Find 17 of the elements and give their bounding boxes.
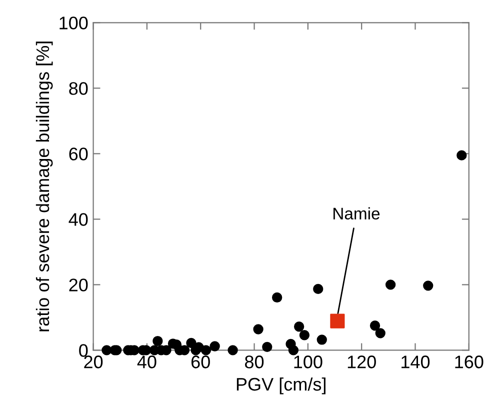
y-tick-label: 60 — [69, 148, 88, 160]
x-tick-label: 100 — [294, 356, 322, 368]
annotation: Namie — [334, 207, 380, 220]
x-tick-label: 20 — [84, 356, 103, 368]
y-tick-label: 80 — [69, 82, 88, 95]
x-tick-label: 120 — [348, 356, 376, 368]
x-tick-label: 80 — [245, 356, 264, 368]
y-tick-label: 40 — [68, 213, 88, 226]
y-tick-label: 20 — [69, 278, 88, 292]
y-tick-label: 0 — [79, 344, 88, 357]
x-tick-label: 60 — [191, 356, 210, 368]
y-axis-title: ratio of severe damage buildings [%] — [36, 42, 53, 332]
y-tick-label: 100 — [60, 16, 88, 30]
x-tick-label: 140 — [402, 356, 430, 368]
x-tick-label: 40 — [137, 356, 156, 368]
x-tick-label: 160 — [455, 356, 484, 368]
x-axis-title: PGV [cm/s] — [236, 377, 326, 394]
